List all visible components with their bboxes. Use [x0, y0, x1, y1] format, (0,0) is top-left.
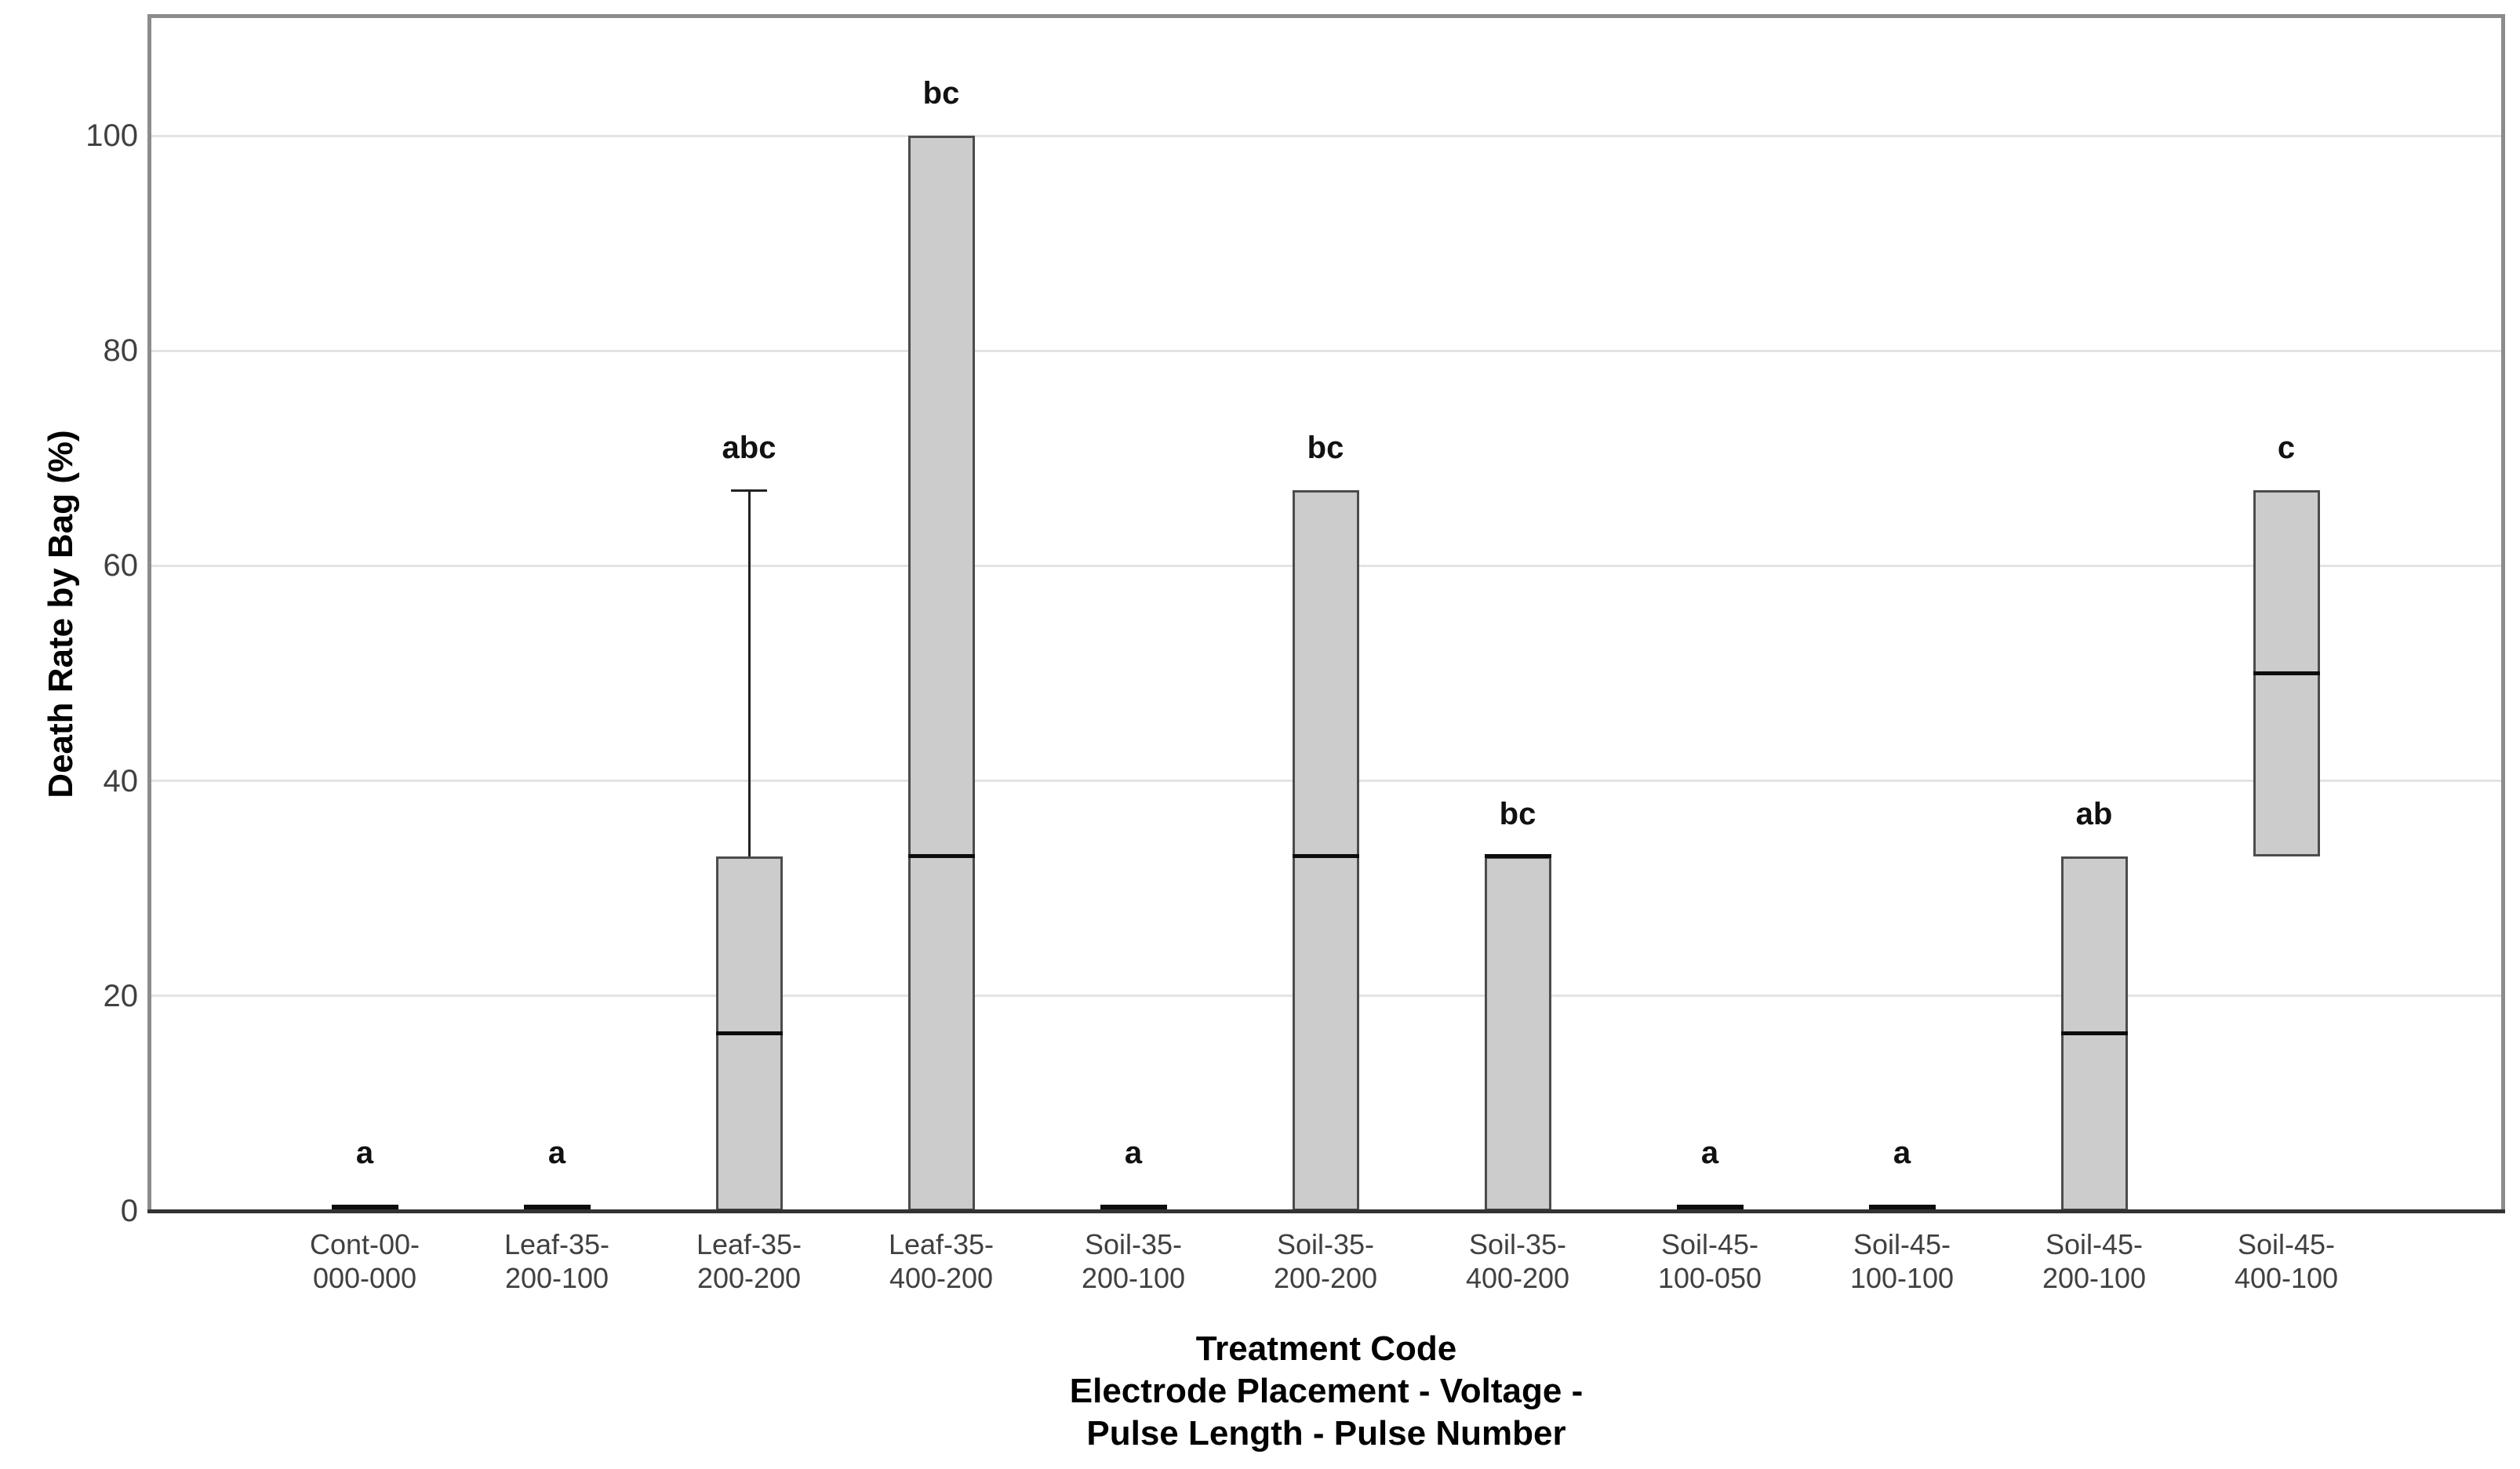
x-category-label-line: 000-000: [312, 1262, 417, 1294]
significance-label: a: [355, 1136, 374, 1170]
zero-box: [523, 1205, 591, 1211]
median-line: [1484, 854, 1551, 859]
x-category-label-line: 200-200: [696, 1262, 802, 1294]
box: [907, 136, 975, 1211]
y-tick-label: 40: [103, 763, 139, 798]
gridline: [149, 349, 2504, 352]
x-category-label-line: Leaf-35-: [888, 1228, 995, 1260]
significance-label: a: [1124, 1136, 1143, 1170]
significance-label: c: [2277, 431, 2296, 466]
x-category-label: Cont-00- 000-000: [269, 1227, 460, 1295]
x-category-label-line: 400-200: [889, 1262, 994, 1294]
zero-box: [1868, 1205, 1936, 1211]
box: [1484, 856, 1551, 1211]
x-category-label-line: 400-200: [1465, 1262, 1570, 1294]
median-line: [907, 854, 975, 859]
y-tick-label: 0: [120, 1194, 138, 1228]
x-category-label: Soil-45- 100-050: [1614, 1227, 1805, 1295]
x-category-label: Soil-35- 400-200: [1422, 1227, 1613, 1295]
box: [1292, 490, 1359, 1211]
x-category-label-line: 100-050: [1657, 1262, 1762, 1294]
x-category-label: Soil-45- 400-100: [2191, 1227, 2382, 1295]
x-category-label-line: 100-100: [1849, 1262, 1955, 1294]
significance-label: a: [1893, 1136, 1911, 1170]
x-category-label-line: Soil-35-: [1084, 1228, 1183, 1260]
median-line: [715, 1031, 783, 1036]
x-category-label-line: Soil-35-: [1276, 1228, 1375, 1260]
y-tick-label: 20: [103, 978, 139, 1013]
x-category-label: Leaf-35- 200-200: [653, 1227, 845, 1295]
significance-label: bc: [1499, 796, 1536, 831]
x-category-label-line: 200-200: [1273, 1262, 1378, 1294]
significance-label: a: [1700, 1136, 1719, 1170]
x-category-label: Soil-35- 200-200: [1230, 1227, 1421, 1295]
x-category-label-line: 400-100: [2234, 1262, 2339, 1294]
x-axis-title: Treatment Code Electrode Placement - Vol…: [699, 1328, 1954, 1455]
x-category-label-line: Soil-35-: [1468, 1228, 1567, 1260]
significance-label: abc: [722, 431, 776, 466]
x-axis-title-line-1: Treatment Code: [1195, 1329, 1457, 1368]
x-category-label-line: 200-100: [1081, 1262, 1186, 1294]
y-axis-title: Death Rate by Bag (%): [42, 430, 80, 798]
x-category-label: Soil-45- 100-100: [1806, 1227, 1998, 1295]
x-category-label-line: Leaf-35-: [504, 1228, 610, 1260]
x-category-label-line: Soil-45-: [1853, 1228, 1951, 1260]
x-category-label: Leaf-35- 200-100: [461, 1227, 653, 1295]
x-category-label-line: Soil-45-: [2237, 1228, 2336, 1260]
x-axis-title-line-3: Pulse Length - Pulse Number: [1086, 1414, 1566, 1453]
plot-frame-right: [2501, 14, 2505, 1213]
median-line: [2060, 1031, 2128, 1036]
x-axis-baseline: [147, 1209, 2505, 1213]
x-category-label-line: 200-100: [504, 1262, 609, 1294]
significance-label: bc: [1307, 431, 1344, 466]
x-category-label-line: Soil-45-: [1660, 1228, 1759, 1260]
zero-box: [1100, 1205, 1167, 1211]
x-category-label: Soil-35- 200-100: [1038, 1227, 1229, 1295]
zero-box: [1676, 1205, 1744, 1211]
significance-label: bc: [922, 76, 960, 111]
x-category-label-line: 200-100: [2042, 1262, 2147, 1294]
median-line: [1292, 854, 1359, 859]
plot-frame-left: [147, 14, 151, 1213]
median-line: [2253, 671, 2320, 675]
x-category-label-line: Leaf-35-: [696, 1228, 802, 1260]
x-category-label-line: Soil-45-: [2045, 1228, 2144, 1260]
zero-box: [331, 1205, 398, 1211]
plot-frame-top: [147, 14, 2505, 18]
y-tick-label: 80: [103, 333, 139, 369]
x-category-label: Leaf-35- 400-200: [845, 1227, 1037, 1295]
y-tick-label: 100: [85, 118, 138, 153]
y-tick-label: 60: [103, 548, 139, 584]
significance-label: ab: [2075, 796, 2113, 831]
significance-label: a: [547, 1136, 566, 1170]
x-axis-title-line-2: Electrode Placement - Voltage -: [1069, 1372, 1584, 1410]
whisker-line: [747, 490, 751, 856]
whisker-cap: [731, 489, 767, 492]
x-category-label-line: Cont-00-: [309, 1228, 420, 1260]
x-category-label: Soil-45- 200-100: [1998, 1227, 2190, 1295]
gridline: [149, 134, 2504, 137]
